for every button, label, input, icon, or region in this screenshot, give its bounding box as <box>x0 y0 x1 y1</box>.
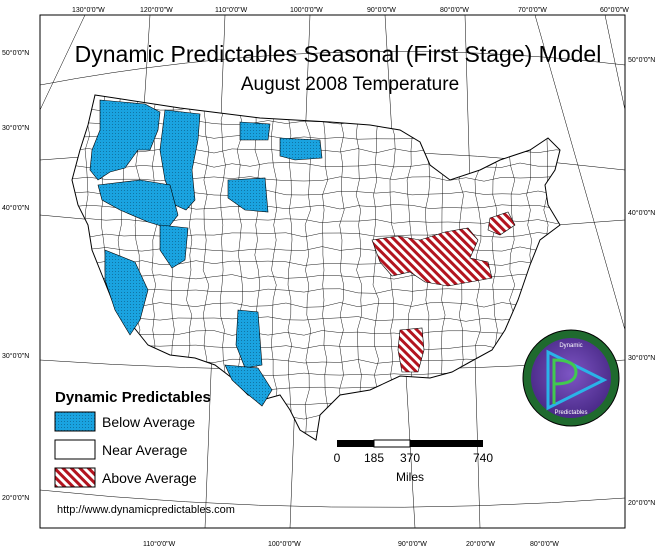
tick-top-4: 100°0'0"W <box>290 6 323 14</box>
legend-label-above: Above Average <box>102 470 197 486</box>
legend-label-near: Near Average <box>102 442 188 458</box>
tick-right-1: 50°0'0"N <box>628 56 655 64</box>
legend-swatch-near <box>54 439 96 460</box>
legend-swatch-below <box>54 411 96 432</box>
scale-tick-0: 0 <box>334 451 341 465</box>
scale-tick-185: 185 <box>364 451 384 465</box>
tick-right-3: 30°0'0"N <box>628 354 655 362</box>
map-title: Dynamic Predictables Seasonal (First Sta… <box>75 41 602 67</box>
county-line <box>72 260 560 266</box>
tick-bottom-3: 90°0'0"W <box>398 540 427 548</box>
tick-left-4: 30°0'0"N <box>2 352 29 360</box>
county-line <box>72 302 560 308</box>
logo-top-text: Dynamic <box>559 343 582 349</box>
tick-right-2: 40°0'0"N <box>628 209 655 217</box>
above-average-regions <box>371 211 516 373</box>
legend: Dynamic Predictables Below Average Near … <box>54 389 211 488</box>
tick-top-1: 130°0'0"W <box>72 6 105 14</box>
county-line <box>322 95 328 440</box>
tick-left-3: 40°0'0"N <box>2 204 29 212</box>
scale-unit: Miles <box>396 470 424 484</box>
county-line <box>72 316 560 322</box>
tick-top-5: 90°0'0"W <box>367 6 396 14</box>
tick-left-1: 50°0'0"N <box>2 49 29 57</box>
county-line <box>72 232 560 238</box>
county-line <box>72 344 560 350</box>
tick-right-4: 20°0'0"N <box>628 499 655 507</box>
tick-top-3: 110°0'0"W <box>215 6 248 14</box>
county-line <box>338 95 345 440</box>
tick-bottom-1: 110°0'0"W <box>143 540 176 548</box>
county-line <box>72 246 560 252</box>
tick-bottom-4: 20°0'0"W <box>466 540 495 548</box>
tick-bottom-5: 80°0'0"W <box>530 540 559 548</box>
logo-bottom-text: Predictables <box>554 410 587 416</box>
county-line <box>72 330 560 336</box>
scale-tick-740: 740 <box>473 451 493 465</box>
tick-left-2: 30°0'0"N <box>2 124 29 132</box>
county-line <box>72 162 560 168</box>
county-line <box>355 95 363 440</box>
county-line <box>72 176 560 182</box>
tick-top-6: 80°0'0"W <box>440 6 469 14</box>
tick-top-7: 70°0'0"W <box>518 6 547 14</box>
county-line <box>271 95 278 440</box>
county-line <box>72 288 560 294</box>
website-url: http://www.dynamicpredictables.com <box>57 504 235 516</box>
graticule-labels: 130°0'0"W 120°0'0"W 110°0'0"W 100°0'0"W … <box>2 6 655 548</box>
legend-title: Dynamic Predictables <box>55 389 211 406</box>
tick-left-5: 20°0'0"N <box>2 494 29 502</box>
tick-top-8: 60°0'0"W <box>600 6 629 14</box>
tick-bottom-2: 100°0'0"W <box>268 540 301 548</box>
scale-tick-370: 370 <box>400 451 420 465</box>
legend-label-below: Below Average <box>102 414 195 430</box>
legend-swatch-above <box>54 467 96 488</box>
tick-top-2: 120°0'0"W <box>140 6 173 14</box>
below-average-regions <box>89 99 323 407</box>
map-subtitle: August 2008 Temperature <box>241 74 459 95</box>
scale-bar: 0 185 370 740 Miles <box>334 439 493 484</box>
dynamic-predictables-logo: Dynamic Predictables <box>522 329 620 427</box>
